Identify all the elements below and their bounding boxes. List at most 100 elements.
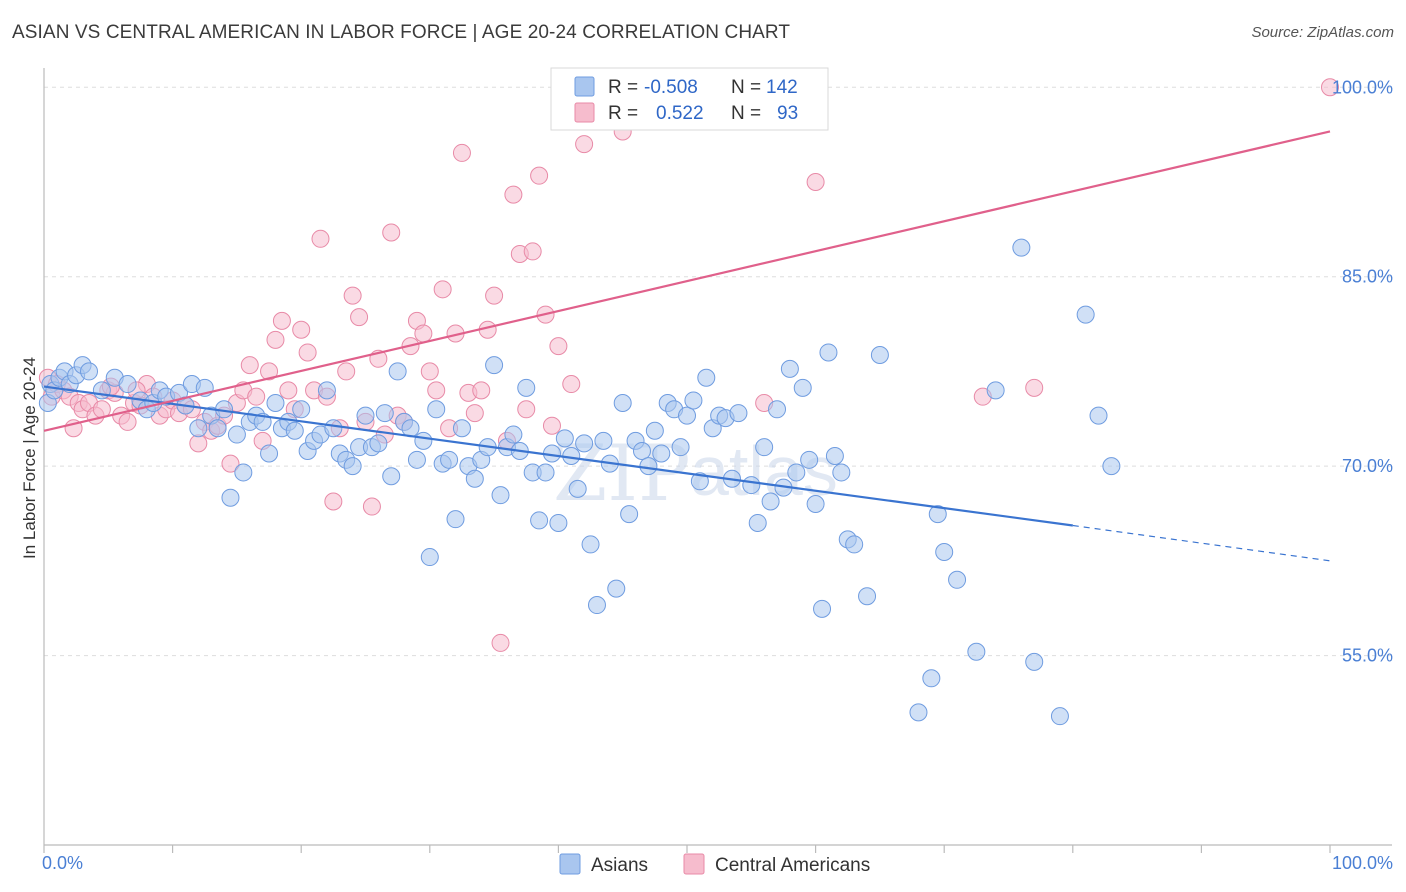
asian-point: [375, 404, 394, 423]
asian-point: [671, 438, 690, 457]
central-american-point: [562, 375, 581, 394]
central-american-point: [292, 320, 311, 339]
asian-point: [928, 505, 947, 524]
asian-points: [38, 238, 1121, 726]
asian-trend-line: [43, 385, 1073, 527]
asian-point: [1025, 652, 1044, 671]
asian-point: [581, 535, 600, 554]
asian-point: [922, 669, 941, 688]
y-tick-label: 85.0%: [1342, 267, 1393, 287]
central-american-point: [343, 286, 362, 305]
asian-point: [1050, 707, 1069, 726]
asian-point: [1012, 238, 1031, 257]
asian-point: [491, 486, 510, 505]
asian-point: [1076, 305, 1095, 324]
central-american-point: [118, 412, 137, 431]
x-tick-labels: 0.0% 100.0%: [42, 853, 1393, 873]
central-american-points: [38, 78, 1339, 652]
asian-point: [388, 362, 407, 381]
central-american-point: [517, 400, 536, 419]
stats-legend: R = -0.508 N = 142 R = 0.522 N = 93: [550, 67, 829, 131]
central-american-point: [806, 172, 825, 191]
asian-point: [587, 596, 606, 615]
central-american-point: [542, 416, 561, 435]
asian-point: [935, 543, 954, 562]
bottom-legend-swatch-asians: [559, 853, 581, 875]
central-american-point: [485, 286, 504, 305]
asian-point: [909, 703, 928, 722]
asian-point: [780, 359, 799, 378]
central-american-point: [337, 362, 356, 381]
legend-n-value-2: 93: [777, 103, 798, 124]
asian-point: [787, 463, 806, 482]
central-american-trend-line: [43, 130, 1331, 432]
central-american-point: [491, 633, 510, 652]
central-american-point: [575, 135, 594, 154]
central-american-point: [240, 356, 259, 375]
asian-point: [684, 391, 703, 410]
asian-point: [452, 419, 471, 438]
asian-point: [324, 419, 343, 438]
asian-point: [356, 406, 375, 425]
central-american-point: [427, 381, 446, 400]
central-american-point: [260, 362, 279, 381]
y-tick-label: 55.0%: [1342, 646, 1393, 666]
central-american-point: [1025, 378, 1044, 397]
asian-point: [292, 400, 311, 419]
central-american-point: [420, 362, 439, 381]
asian-point: [986, 381, 1005, 400]
legend-swatch-asians: [574, 76, 595, 97]
central-american-point: [362, 497, 381, 516]
asian-point: [465, 469, 484, 488]
asian-point: [440, 450, 459, 469]
bottom-legend-asians: Asians: [591, 855, 648, 876]
asian-point: [632, 441, 651, 460]
central-american-point: [465, 404, 484, 423]
asian-point: [536, 463, 555, 482]
asian-point: [755, 438, 774, 457]
legend-n-value-1: 142: [766, 77, 798, 98]
central-american-point: [414, 324, 433, 343]
asian-point: [845, 535, 864, 554]
asian-point: [620, 505, 639, 524]
asian-point: [948, 570, 967, 589]
asian-point: [118, 375, 137, 394]
y-axis-title: In Labor Force | Age 20-24: [20, 357, 39, 559]
asian-point: [690, 472, 709, 491]
central-american-point: [324, 492, 343, 511]
series-legend: Asians Central Americans: [559, 853, 870, 876]
asian-point: [555, 429, 574, 448]
asian-point: [530, 511, 549, 530]
central-american-point: [272, 311, 291, 330]
legend-n-label-1: N =: [731, 77, 761, 98]
asian-point: [234, 463, 253, 482]
central-american-point: [221, 454, 240, 473]
asian-point: [266, 393, 285, 412]
asian-point: [317, 381, 336, 400]
asian-point: [568, 479, 587, 498]
legend-r-value-1: -0.508: [644, 77, 698, 98]
central-american-point: [382, 223, 401, 242]
asian-point: [858, 587, 877, 606]
watermark-zip: ZIP: [553, 429, 691, 519]
asian-point: [549, 513, 568, 532]
asian-point: [800, 450, 819, 469]
trend-lines: [43, 130, 1331, 562]
asian-point: [343, 457, 362, 476]
central-american-point: [279, 381, 298, 400]
asian-point: [742, 476, 761, 495]
legend-n-label-2: N =: [731, 103, 761, 124]
asian-point: [594, 431, 613, 450]
bottom-legend-central-americans: Central Americans: [715, 855, 870, 876]
central-american-point: [247, 387, 266, 406]
asian-point: [813, 599, 832, 618]
source-label: Source: ZipAtlas.com: [1251, 24, 1394, 41]
asian-point: [761, 492, 780, 511]
legend-swatch-central-americans: [574, 102, 595, 123]
asian-point: [652, 444, 671, 463]
asian-point: [806, 495, 825, 514]
asian-point: [446, 510, 465, 529]
central-american-point: [504, 185, 523, 204]
chart-title: ASIAN VS CENTRAL AMERICAN IN LABOR FORCE…: [12, 22, 791, 43]
asian-point: [221, 488, 240, 507]
